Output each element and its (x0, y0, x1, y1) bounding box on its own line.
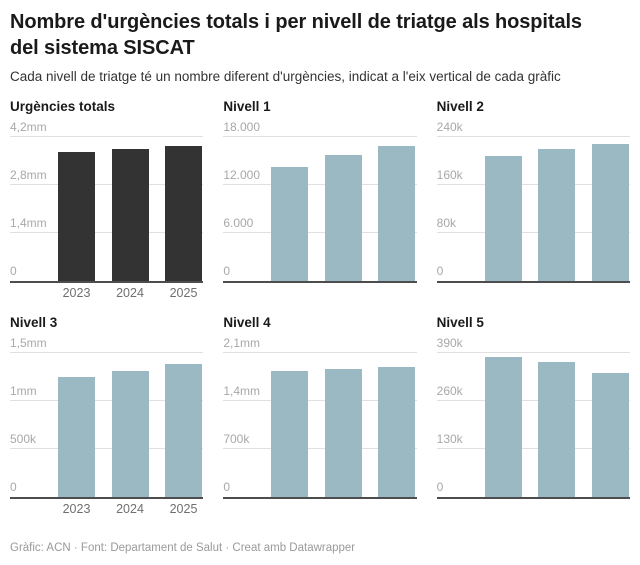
gridline (436, 400, 630, 401)
bar-2023 (484, 357, 522, 497)
gridline (10, 136, 204, 137)
y-tick-label: 0 (223, 480, 231, 494)
chart-panel-nivell-2: Nivell 2 0 80k 160k 240k (436, 99, 630, 301)
x-axis-label: 2025 (169, 286, 198, 300)
chart-title: Nivell 3 (10, 315, 58, 330)
x-axis-label: 2024 (116, 286, 144, 300)
x-axis-label: 2023 (62, 286, 91, 300)
y-tick-label: 0 (436, 480, 444, 494)
bar-2025 (591, 143, 629, 281)
chart-panel-nivell-4: Nivell 4 0 700k 1,4mm 2,1mm (223, 315, 417, 517)
y-tick-label: 260k (436, 384, 463, 399)
bar-2025 (378, 145, 416, 281)
y-tick-label: 1,4mm (223, 384, 261, 399)
x-axis-labels (437, 283, 630, 301)
gridline (436, 448, 630, 449)
x-axis-labels (437, 499, 630, 517)
x-axis-labels (223, 499, 416, 517)
chart-panel-nivell-3: Nivell 3 0 500k 1mm 1,5mm 2023 2024 2025 (10, 315, 204, 517)
y-tick-label: 130k (436, 432, 463, 447)
page-subtitle: Cada nivell de triatge té un nombre dife… (10, 69, 561, 84)
y-tick-label: 80k (436, 216, 457, 231)
bar-2023 (484, 155, 522, 281)
x-axis-label: 2024 (116, 502, 144, 516)
y-tick-label: 6.000 (223, 216, 254, 231)
x-axis-labels: 2023 2024 2025 (10, 499, 203, 517)
chart-plot: 0 1,4mm 2,8mm 4,2mm (10, 121, 204, 283)
gridline (223, 352, 417, 353)
chart-plot: 0 80k 160k 240k (436, 121, 630, 283)
bar-2024 (538, 361, 576, 497)
y-tick-label: 12.000 (223, 168, 261, 183)
gridline (10, 400, 204, 401)
gridline (223, 448, 417, 449)
x-axis-labels: 2023 2024 2025 (10, 283, 203, 301)
y-tick-label: 390k (436, 336, 463, 350)
y-tick-label: 1,5mm (10, 336, 47, 350)
y-tick-label: 4,2mm (10, 120, 47, 134)
x-axis-labels (223, 283, 416, 301)
gridline (436, 184, 630, 185)
gridline (10, 352, 204, 353)
chart-title: Nivell 2 (436, 99, 484, 114)
gridline (10, 448, 204, 449)
gridline (436, 352, 630, 353)
chart-panel-urgencies-totals: Urgències totals 0 1,4mm 2,8mm 4,2mm 2023 20… (10, 99, 204, 301)
bar-2025 (165, 146, 202, 281)
bar-2023 (271, 370, 309, 497)
chart-plot: 0 6.000 12.000 18.000 (223, 121, 417, 283)
y-tick-label: 2,1mm (223, 336, 261, 350)
chart-plot: 0 130k 260k 390k (436, 337, 630, 499)
bar-2024 (324, 155, 362, 281)
charts-grid: Urgències totals 0 1,4mm 2,8mm 4,2mm 2023 20… (10, 99, 630, 517)
gridline (436, 136, 630, 137)
y-tick-label: 1mm (10, 384, 37, 399)
y-tick-label: 0 (436, 264, 444, 278)
gridline (223, 400, 417, 401)
bar-2025 (591, 373, 629, 497)
y-tick-label: 1,4mm (10, 216, 47, 231)
y-tick-label: 18.000 (223, 120, 261, 134)
chart-title: Nivell 1 (223, 99, 271, 114)
page-title-line-1: Nombre d'urgències totals i per nivell d… (10, 11, 582, 33)
chart-title: Urgències totals (10, 99, 116, 114)
y-tick-label: 0 (10, 480, 17, 494)
bar-2024 (111, 149, 149, 281)
gridline (223, 232, 417, 233)
bar-2023 (58, 377, 95, 497)
y-tick-label: 240k (436, 120, 463, 134)
y-tick-label: 700k (223, 432, 250, 447)
x-axis-label: 2023 (62, 502, 91, 516)
gridline (10, 232, 204, 233)
y-tick-label: 2,8mm (10, 168, 47, 183)
y-tick-label: 160k (436, 168, 463, 183)
bar-2025 (378, 366, 416, 497)
chart-title: Nivell 5 (436, 315, 484, 330)
bar-2023 (271, 167, 309, 281)
gridline (223, 184, 417, 185)
x-axis-label: 2025 (169, 502, 198, 516)
chart-title: Nivell 4 (223, 315, 271, 330)
chart-panel-nivell-5: Nivell 5 0 130k 260k 390k (436, 315, 630, 517)
y-tick-label: 500k (10, 432, 37, 447)
gridline (10, 184, 204, 185)
bar-2024 (324, 368, 362, 497)
chart-panel-nivell-1: Nivell 1 0 6.000 12.000 18.000 (223, 99, 417, 301)
bar-2024 (538, 149, 576, 281)
chart-footer-credits: Gràfic: ACN · Font: Departament de Salut… (10, 542, 356, 554)
y-tick-label: 0 (223, 264, 231, 278)
chart-plot: 0 700k 1,4mm 2,1mm (223, 337, 417, 499)
page-title: Nombre d'urgències totals i per nivell d… (10, 9, 630, 61)
page-title-line-2: del sistema SISCAT (10, 37, 195, 59)
chart-plot: 0 500k 1mm 1,5mm (10, 337, 204, 499)
gridline (436, 232, 630, 233)
bar-2023 (58, 152, 95, 281)
bar-2024 (111, 370, 149, 497)
y-tick-label: 0 (10, 264, 17, 278)
gridline (223, 136, 417, 137)
bar-2025 (165, 364, 202, 497)
